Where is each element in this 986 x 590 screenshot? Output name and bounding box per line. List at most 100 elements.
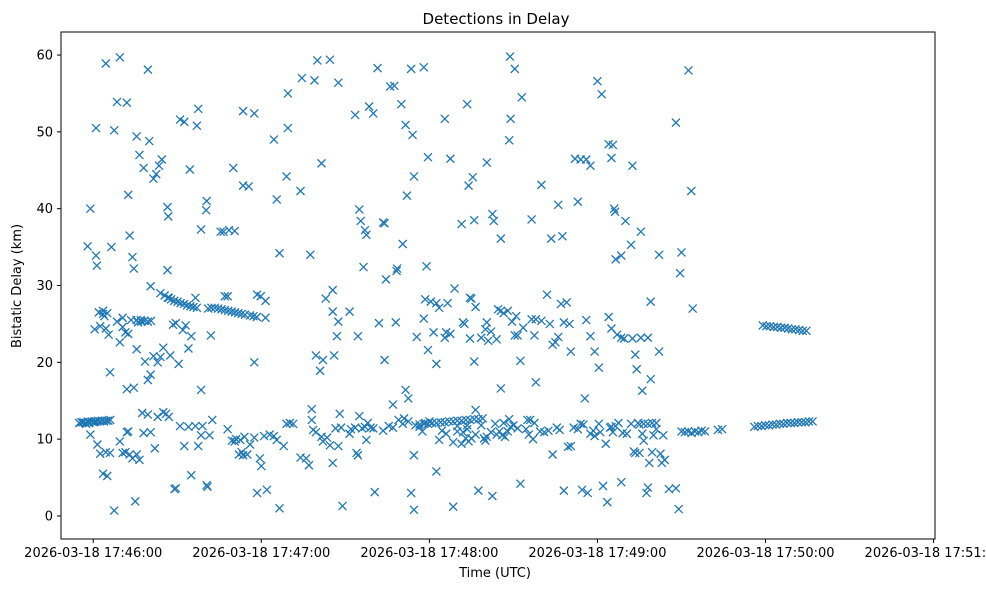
data-point-marker xyxy=(798,326,808,336)
data-point-marker xyxy=(227,307,237,317)
data-point-marker xyxy=(103,416,113,426)
data-point-marker xyxy=(202,196,212,206)
data-point-marker xyxy=(388,423,398,433)
data-point-marker xyxy=(118,448,128,458)
data-point-marker xyxy=(476,420,486,430)
data-point-marker xyxy=(606,153,616,163)
data-point-marker xyxy=(178,325,188,335)
data-point-marker xyxy=(311,427,321,437)
data-point-marker xyxy=(192,303,202,313)
data-point-marker xyxy=(493,304,503,314)
data-point-marker xyxy=(613,418,623,428)
y-tick-label: 50 xyxy=(36,125,53,140)
data-point-marker xyxy=(158,343,168,353)
data-point-marker xyxy=(466,294,476,304)
data-point-marker xyxy=(445,329,455,339)
data-point-marker xyxy=(143,317,153,327)
data-point-marker xyxy=(164,412,174,422)
data-point-marker xyxy=(155,352,165,362)
data-point-marker xyxy=(134,150,144,160)
y-tick-label: 0 xyxy=(45,509,53,524)
data-point-marker xyxy=(106,242,116,252)
data-point-marker xyxy=(245,440,255,449)
data-point-marker xyxy=(240,432,249,442)
data-point-marker xyxy=(480,324,490,334)
data-point-marker xyxy=(206,330,216,340)
data-point-marker xyxy=(213,304,223,314)
data-point-marker xyxy=(608,427,618,437)
data-point-marker xyxy=(219,227,228,237)
data-point-marker xyxy=(350,110,360,120)
data-point-marker xyxy=(223,291,233,301)
data-point-marker xyxy=(426,297,436,307)
data-point-marker xyxy=(98,469,108,479)
data-point-marker xyxy=(546,234,556,244)
data-point-marker xyxy=(499,418,509,428)
data-point-marker xyxy=(115,52,125,62)
data-point-marker xyxy=(749,422,759,432)
data-point-marker xyxy=(198,421,207,431)
data-point-marker xyxy=(201,205,211,215)
data-point-marker xyxy=(137,408,147,418)
data-point-marker xyxy=(112,97,122,107)
data-point-marker xyxy=(576,419,586,429)
x-tick-label: 2026-03-18 17:48:00 xyxy=(360,546,498,561)
data-point-marker xyxy=(183,344,193,353)
data-point-marker xyxy=(217,304,226,314)
data-point-marker xyxy=(210,303,220,313)
data-point-marker xyxy=(595,427,605,437)
data-point-marker xyxy=(594,363,604,373)
data-point-marker xyxy=(196,430,206,440)
data-point-marker xyxy=(92,440,102,449)
data-point-marker xyxy=(181,320,191,330)
data-point-marker xyxy=(354,411,364,421)
data-point-marker xyxy=(490,419,500,429)
data-point-marker xyxy=(461,415,471,425)
data-point-marker xyxy=(794,325,804,335)
data-point-marker xyxy=(171,483,181,493)
data-point-marker xyxy=(602,497,612,507)
data-point-marker xyxy=(419,62,429,72)
data-point-marker xyxy=(192,121,202,131)
data-point-marker xyxy=(311,350,321,360)
data-point-marker xyxy=(588,426,598,436)
data-point-marker xyxy=(529,330,539,340)
data-point-marker xyxy=(496,234,506,244)
data-point-marker xyxy=(136,315,146,325)
data-point-marker xyxy=(288,419,298,429)
data-point-marker xyxy=(150,443,160,453)
data-point-marker xyxy=(83,241,93,251)
data-point-marker xyxy=(590,347,600,357)
data-point-marker xyxy=(162,265,172,275)
data-point-marker xyxy=(406,64,416,74)
data-point-marker xyxy=(639,436,649,446)
data-point-marker xyxy=(604,312,614,322)
chart-title: Detections in Delay xyxy=(423,10,570,28)
data-point-marker xyxy=(132,315,142,325)
data-point-marker xyxy=(424,417,434,426)
data-point-marker xyxy=(441,429,451,439)
data-point-marker xyxy=(778,419,788,429)
data-point-marker xyxy=(654,250,664,260)
data-point-marker xyxy=(304,460,314,470)
data-point-marker xyxy=(143,375,153,385)
data-point-marker xyxy=(545,319,555,329)
data-point-marker xyxy=(90,324,100,334)
data-point-marker xyxy=(127,252,137,262)
data-point-marker xyxy=(185,165,195,174)
data-point-marker xyxy=(380,355,390,365)
data-point-marker xyxy=(237,309,247,319)
data-point-marker xyxy=(122,384,132,394)
data-point-marker xyxy=(132,450,142,459)
data-point-marker xyxy=(791,324,800,334)
data-point-marker xyxy=(675,268,685,278)
data-point-marker xyxy=(598,481,608,491)
data-point-marker xyxy=(296,186,305,196)
data-point-marker xyxy=(521,424,531,434)
data-point-marker xyxy=(158,407,168,417)
data-point-marker xyxy=(301,453,311,463)
y-axis-ticks: 0 10 20 30 40 50 60 xyxy=(36,49,61,524)
data-point-marker xyxy=(440,333,450,343)
data-point-marker xyxy=(143,65,153,75)
data-point-marker xyxy=(84,418,94,428)
